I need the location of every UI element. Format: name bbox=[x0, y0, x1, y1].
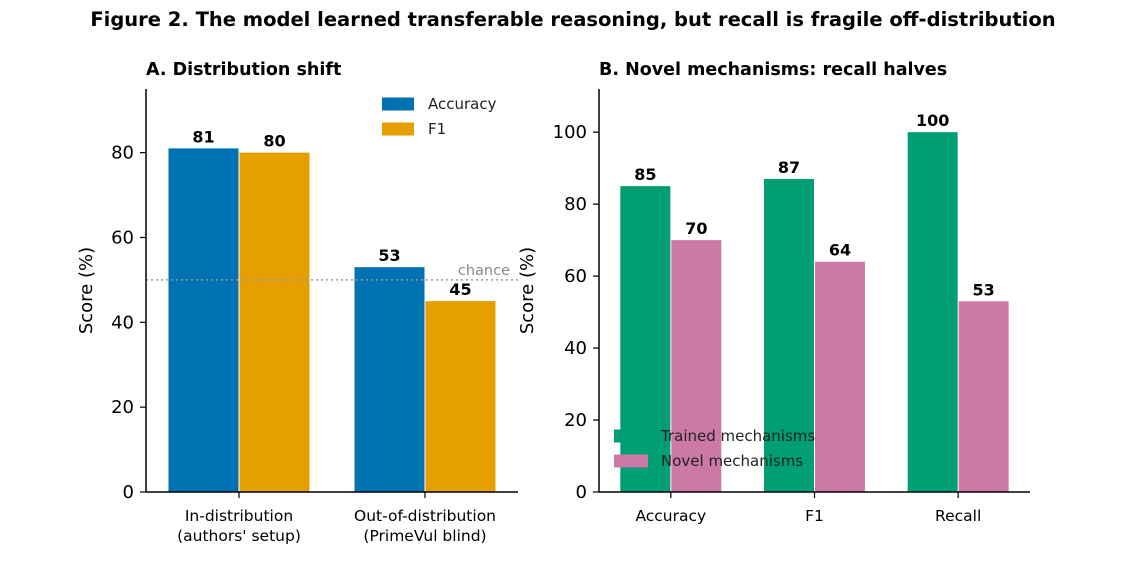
bar-trained-mechanisms-0 bbox=[620, 186, 671, 492]
x-tick-label-0-0: In-distribution bbox=[185, 507, 293, 525]
y-axis-label: Score (%) bbox=[76, 247, 97, 334]
y-tick-label: 60 bbox=[564, 266, 587, 287]
panel-b-novel-mechanisms: B. Novel mechanisms: recall halves Score … bbox=[517, 60, 1030, 525]
chance-line-label: chance bbox=[458, 263, 510, 279]
y-tick-label: 0 bbox=[123, 482, 134, 503]
y-tick-label: 80 bbox=[564, 194, 587, 215]
y-axis-label: Score (%) bbox=[517, 247, 538, 334]
value-label-trained-mechanisms-0: 85 bbox=[634, 165, 656, 184]
y-tick-label: 40 bbox=[564, 338, 587, 359]
panel-title: A. Distribution shift bbox=[146, 60, 341, 80]
value-label-f1-1: 45 bbox=[449, 280, 471, 299]
value-label-accuracy-1: 53 bbox=[378, 246, 400, 265]
panel-title: B. Novel mechanisms: recall halves bbox=[599, 60, 947, 80]
legend-swatch-f1 bbox=[382, 122, 414, 136]
legend-swatch-accuracy bbox=[382, 97, 414, 111]
figure-title: Figure 2. The model learned transferable… bbox=[90, 8, 1056, 31]
bar-novel-mechanisms-2 bbox=[958, 301, 1009, 492]
value-label-novel-mechanisms-1: 64 bbox=[829, 241, 851, 260]
panel-a-distribution-shift: A. Distribution shift Score (%) 81 53 80 45ch… bbox=[76, 60, 518, 545]
bar-trained-mechanisms-1 bbox=[764, 178, 814, 492]
x-tick-label-1-1: (PrimeVul blind) bbox=[363, 527, 486, 545]
x-tick-label-0-0: Accuracy bbox=[635, 507, 706, 525]
legend-label-trained-mechanisms: Trained mechanisms bbox=[660, 427, 815, 445]
y-tick-label: 40 bbox=[111, 312, 134, 333]
y-tick-label: 20 bbox=[111, 397, 134, 418]
bar-accuracy-1 bbox=[354, 267, 425, 492]
bar-f1-1 bbox=[425, 301, 496, 492]
legend-label-accuracy: Accuracy bbox=[428, 95, 497, 113]
legend-swatch-novel-mechanisms bbox=[614, 454, 648, 468]
y-tick-label: 100 bbox=[553, 122, 587, 143]
y-tick-label: 0 bbox=[576, 482, 587, 503]
legend-label-f1: F1 bbox=[428, 120, 446, 138]
bar-novel-mechanisms-1 bbox=[815, 261, 865, 492]
value-label-trained-mechanisms-2: 100 bbox=[916, 111, 949, 130]
y-tick-label: 60 bbox=[111, 227, 134, 248]
x-tick-label-2-0: Recall bbox=[935, 507, 981, 525]
y-tick-label: 80 bbox=[111, 143, 134, 164]
value-label-trained-mechanisms-1: 87 bbox=[778, 158, 800, 177]
bar-novel-mechanisms-0 bbox=[671, 240, 722, 492]
bar-trained-mechanisms-2 bbox=[907, 132, 958, 492]
value-label-novel-mechanisms-2: 53 bbox=[973, 280, 995, 299]
value-label-novel-mechanisms-0: 70 bbox=[685, 219, 707, 238]
bar-accuracy-0 bbox=[168, 148, 239, 493]
bar-f1-0 bbox=[239, 152, 310, 492]
x-tick-label-1-0: F1 bbox=[805, 507, 824, 525]
legend-label-novel-mechanisms: Novel mechanisms bbox=[661, 452, 803, 470]
legend-swatch-trained-mechanisms bbox=[614, 429, 648, 443]
value-label-f1-0: 80 bbox=[263, 132, 285, 151]
value-label-accuracy-0: 81 bbox=[192, 127, 214, 146]
y-tick-label: 20 bbox=[564, 410, 587, 431]
x-tick-label-1-0: Out-of-distribution bbox=[354, 507, 496, 525]
x-tick-label-0-1: (authors' setup) bbox=[177, 527, 301, 545]
